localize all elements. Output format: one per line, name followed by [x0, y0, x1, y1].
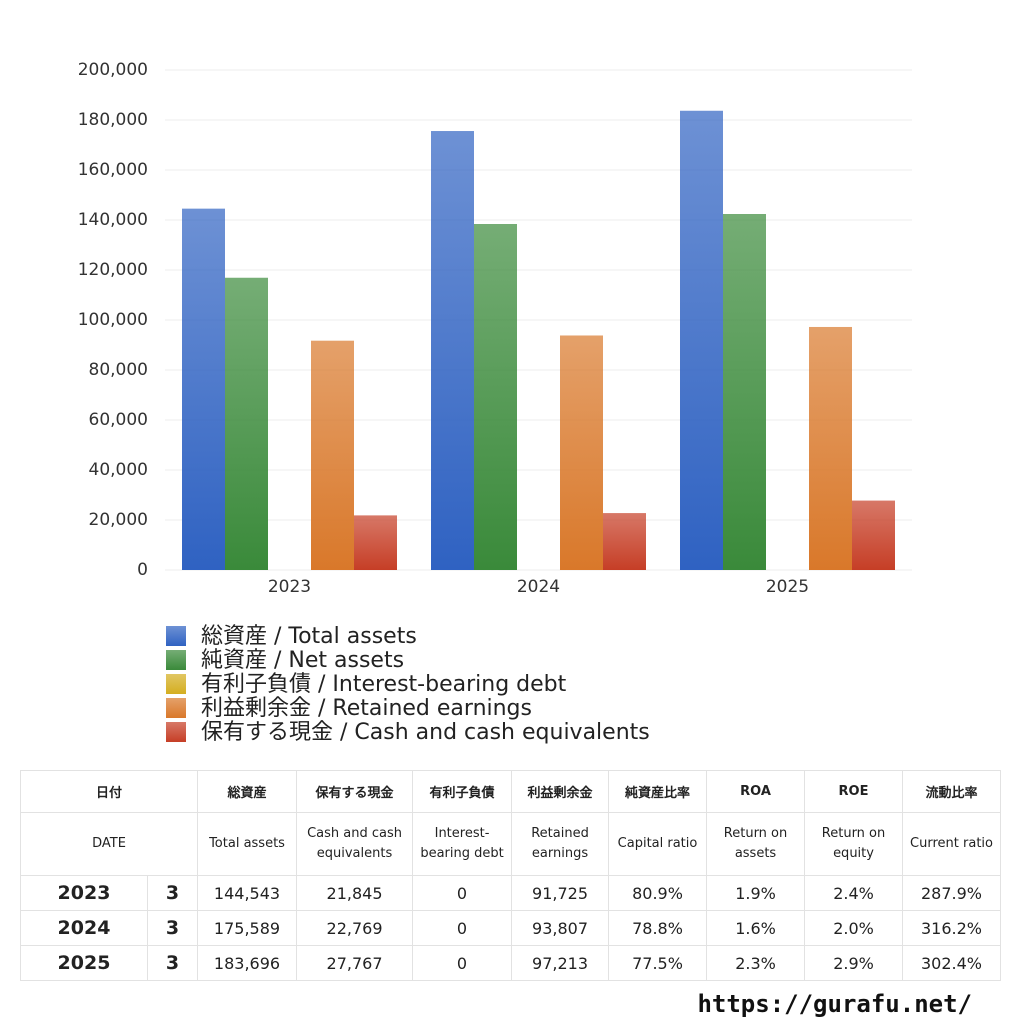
table-cell: 3 [146, 910, 199, 946]
y-tick-label: 20,000 [89, 510, 148, 530]
table-cell: 21,845 [296, 875, 414, 911]
bar [354, 515, 397, 570]
bar [852, 500, 895, 570]
table-cell: 3 [146, 945, 199, 981]
bar [225, 277, 268, 570]
header-cell: Return on assets [706, 812, 806, 876]
header-cell: 純資産比率 [608, 770, 708, 813]
header-cell: 流動比率 [902, 770, 1002, 813]
table-row: 2023 3 144,543 21,845 0 91,725 80.9% 1.9% 2.4% 28… [20, 875, 1002, 911]
chart: 0 20,000 40,000 60,000 80,000 100,000 120,000 1… [78, 60, 912, 745]
legend-label: 保有する現金 / Cash and cash equivalents [201, 720, 650, 745]
table-cell: 316.2% [902, 910, 1002, 946]
footer-url: https://gurafu.net/ [697, 990, 972, 1018]
legend-swatch [166, 722, 186, 742]
table-cell: 2.9% [804, 945, 904, 981]
header-cell: Current ratio [902, 812, 1002, 876]
x-tick-label: 2024 [517, 577, 560, 597]
table-cell: 97,213 [511, 945, 610, 981]
y-tick-label: 80,000 [89, 360, 148, 380]
table-cell: 2.3% [706, 945, 806, 981]
header-cell: Return on equity [804, 812, 904, 876]
table-cell: 91,725 [511, 875, 610, 911]
legend-label: 有利子負債 / Interest-bearing debt [201, 672, 567, 697]
table-cell: 80.9% [608, 875, 708, 911]
table-cell: 77.5% [608, 945, 708, 981]
table-cell: 27,767 [296, 945, 414, 981]
table-cell: 287.9% [902, 875, 1002, 911]
legend-swatch [166, 698, 186, 718]
legend-swatch [166, 626, 186, 646]
table-cell: 175,589 [197, 910, 298, 946]
legend-swatch [166, 650, 186, 670]
y-tick-label: 60,000 [89, 410, 148, 430]
table-cell: 0 [412, 910, 513, 946]
header-cell: Total assets [197, 812, 298, 876]
table-row: DATE Total assets Cash and cash equivalent… [19, 812, 1002, 876]
y-tick-label: 120,000 [78, 260, 148, 280]
header-cell: ROE [804, 770, 904, 813]
bar [431, 131, 474, 570]
header-cell: 保有する現金 [296, 770, 414, 813]
table-cell: 2025 [20, 945, 148, 981]
legend-swatch [166, 674, 186, 694]
legend-label: 利益剰余金 / Retained earnings [201, 696, 532, 721]
y-tick-label: 180,000 [78, 110, 148, 130]
table-cell: 2.0% [804, 910, 904, 946]
header-cell: 有利子負債 [412, 770, 513, 813]
bar [182, 208, 225, 570]
bar [680, 110, 723, 570]
bar [809, 326, 852, 570]
table-cell: 93,807 [511, 910, 610, 946]
x-tick-label: 2023 [268, 577, 311, 597]
table-cell: 0 [412, 945, 513, 981]
header-cell: ROA [706, 770, 806, 813]
table-cell: 0 [412, 875, 513, 911]
header-cell: Cash and cash equivalents [296, 812, 414, 876]
y-tick-label: 160,000 [78, 160, 148, 180]
x-tick-label: 2025 [766, 577, 809, 597]
table-row: 日付 総資産 保有する現金 有利子負債 利益剰余金 純資産比率 ROA ROE 流動比率 [19, 770, 1002, 813]
bar [311, 340, 354, 570]
header-cell: Retained earnings [511, 812, 610, 876]
table-cell: 2.4% [804, 875, 904, 911]
header-cell: DATE [19, 812, 199, 876]
table-cell: 3 [146, 875, 199, 911]
legend-label: 総資産 / Total assets [201, 624, 417, 649]
table-cell: 302.4% [902, 945, 1002, 981]
table-cell: 2023 [20, 875, 148, 911]
y-tick-label: 40,000 [89, 460, 148, 480]
header-cell: 総資産 [197, 770, 298, 813]
header-cell: Capital ratio [608, 812, 708, 876]
header-cell: Interest-bearing debt [412, 812, 513, 876]
table-cell: 1.6% [706, 910, 806, 946]
y-tick-label: 200,000 [78, 60, 148, 80]
bar [723, 214, 766, 570]
bar [603, 513, 646, 570]
table-row: 2025 3 183,696 27,767 0 97,213 77.5% 2.3% 2.9% 30… [20, 945, 1002, 981]
y-tick-label: 100,000 [78, 310, 148, 330]
bar [474, 224, 517, 570]
bar [560, 335, 603, 570]
table-cell: 183,696 [197, 945, 298, 981]
table-row: 2024 3 175,589 22,769 0 93,807 78.8% 1.6% 2.0% 31… [20, 910, 1002, 946]
table-cell: 22,769 [296, 910, 414, 946]
legend-label: 純資産 / Net assets [201, 648, 404, 673]
y-tick-label: 140,000 [78, 210, 148, 230]
header-cell: 利益剰余金 [511, 770, 610, 813]
table-cell: 78.8% [608, 910, 708, 946]
table-cell: 144,543 [197, 875, 298, 911]
data-table: 日付 総資産 保有する現金 有利子負債 利益剰余金 純資産比率 ROA ROE 流動比率 DATE… [19, 770, 1002, 981]
y-tick-label: 0 [137, 560, 148, 580]
table-cell: 2024 [20, 910, 148, 946]
header-cell: 日付 [19, 770, 199, 813]
table-cell: 1.9% [706, 875, 806, 911]
